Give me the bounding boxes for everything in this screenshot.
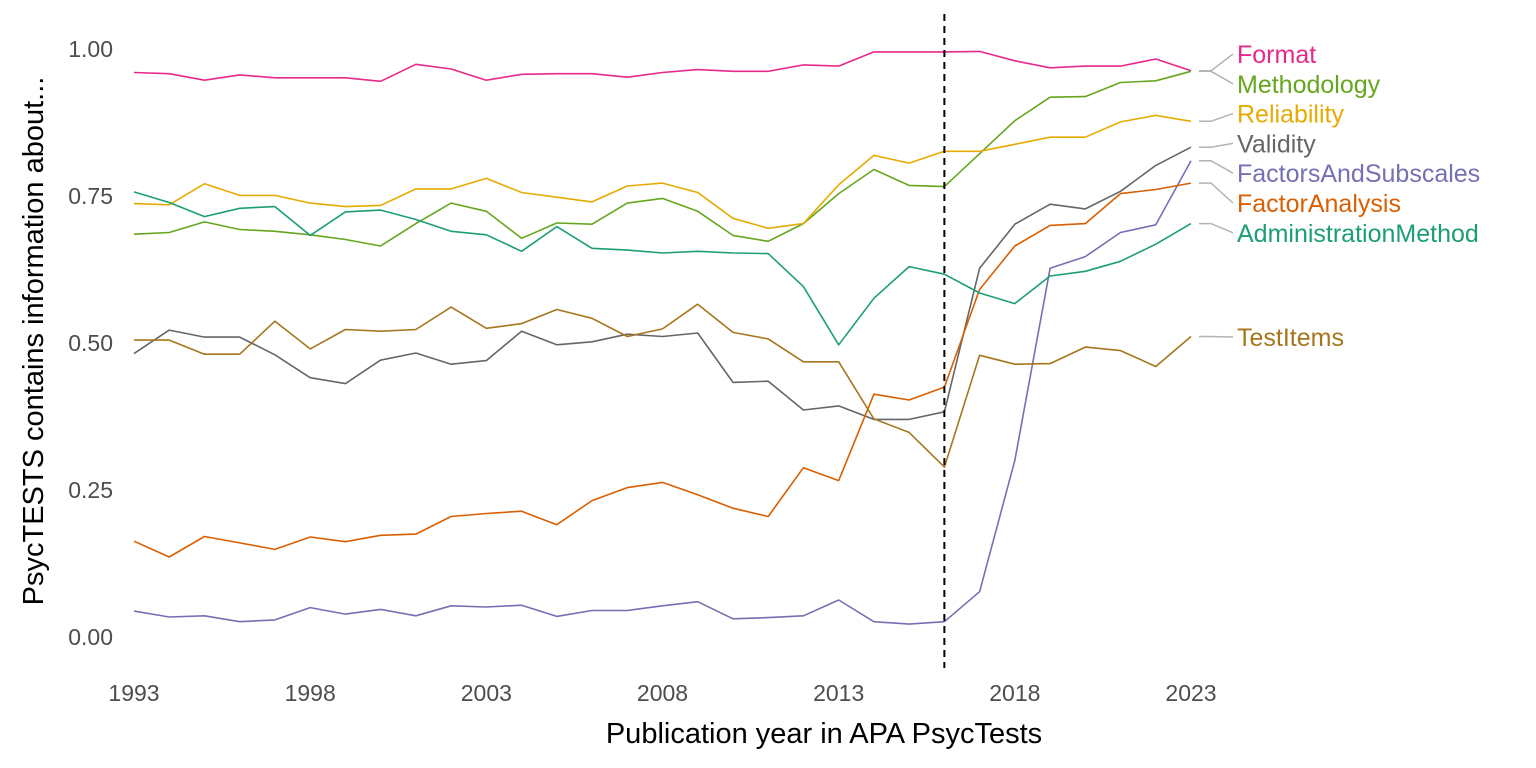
x-tick-label: 2008 (637, 680, 688, 706)
series-label-administrationmethod: AdministrationMethod (1237, 220, 1479, 248)
series-label-reliability: Reliability (1237, 101, 1344, 129)
y-axis-ticks: 0.00 0.25 0.50 0.75 1.00 (68, 36, 113, 650)
x-tick-label: 1998 (285, 680, 336, 706)
series-line-validity (133, 146, 1192, 421)
label-leader-line (1199, 70, 1234, 85)
series-line-format (133, 50, 1192, 83)
series-line-factoranalysis (133, 182, 1192, 558)
label-leader-line (1199, 159, 1234, 174)
label-leader-line (1199, 142, 1234, 148)
label-leader-line (1199, 112, 1234, 123)
y-tick-label: 0.75 (68, 183, 113, 209)
plot-area (133, 50, 1192, 625)
series-line-methodology (133, 70, 1192, 247)
x-axis-ticks: 1993 1998 2003 2008 2013 2018 2023 (108, 680, 1216, 706)
label-leader-line (1199, 222, 1234, 234)
series-line-administrationmethod (133, 191, 1192, 346)
y-tick-label: 0.00 (68, 624, 113, 650)
y-axis-title: PsycTESTS contains information about... (18, 77, 50, 606)
x-tick-label: 2023 (1165, 680, 1216, 706)
x-axis-title: Publication year in APA PsycTests (606, 718, 1042, 750)
label-leader-line (1199, 335, 1234, 338)
label-leader-line (1199, 182, 1234, 204)
series-label-factoranalysis: FactorAnalysis (1237, 190, 1401, 218)
series-line-reliability (133, 114, 1192, 230)
y-tick-label: 0.25 (68, 477, 113, 503)
y-tick-label: 1.00 (68, 36, 113, 62)
series-line-factorsandsubscales (133, 160, 1192, 625)
series-label-testitems: TestItems (1237, 324, 1344, 352)
series-label-validity: Validity (1237, 130, 1316, 158)
series-label-format: Format (1237, 41, 1316, 69)
series-labels: FormatMethodologyReliabilityValidityFact… (1199, 41, 1480, 352)
x-tick-label: 2003 (461, 680, 512, 706)
series-label-factorsandsubscales: FactorsAndSubscales (1237, 160, 1480, 188)
series-line-testitems (134, 303, 1192, 468)
y-tick-label: 0.50 (68, 330, 113, 356)
series-label-methodology: Methodology (1237, 71, 1381, 99)
x-tick-label: 1993 (108, 680, 159, 706)
x-tick-label: 2018 (989, 680, 1040, 706)
x-tick-label: 2013 (813, 680, 864, 706)
label-leader-line (1199, 53, 1234, 72)
